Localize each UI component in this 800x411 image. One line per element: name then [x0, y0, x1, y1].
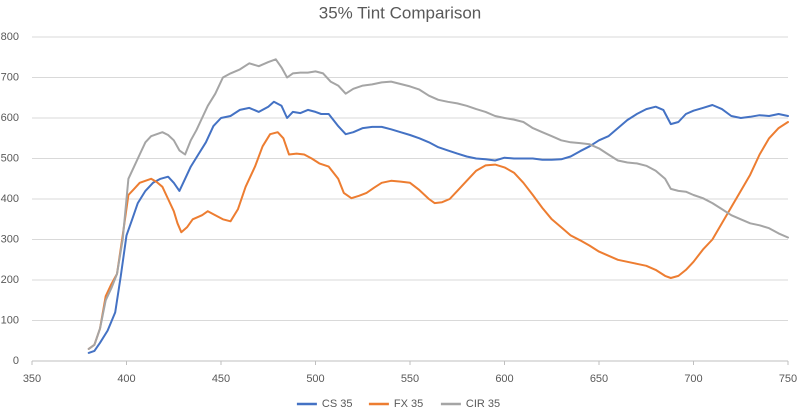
- x-tick-label: 550: [401, 373, 419, 385]
- legend-item-cs-35: CS 35: [296, 398, 353, 410]
- y-tick-label: 0: [13, 355, 19, 367]
- legend: CS 35 FX 35 CIR 35: [296, 398, 500, 410]
- y-tick-label: 400: [1, 193, 19, 205]
- legend-item-cir-35: CIR 35: [440, 398, 500, 410]
- y-tick-label: 300: [1, 233, 19, 245]
- x-tick-label: 750: [779, 373, 797, 385]
- legend-label: CIR 35: [466, 398, 500, 410]
- chart-title: 35% Tint Comparison: [319, 3, 482, 22]
- series-line-cir-35: [87, 58, 789, 350]
- y-tick-label: 700: [1, 71, 19, 83]
- x-tick-label: 700: [684, 373, 702, 385]
- y-tick-label: 100: [1, 314, 19, 326]
- x-tick-label: 600: [495, 373, 513, 385]
- x-tick-label: 400: [117, 373, 135, 385]
- series-line-cs-35: [87, 100, 789, 354]
- x-tick-label: 450: [212, 373, 230, 385]
- series-line-fx-35: [87, 121, 789, 350]
- x-tick-label: 350: [23, 373, 41, 385]
- gridlines: [32, 36, 788, 321]
- y-tick-label: 800: [1, 31, 19, 43]
- y-tick-label: 600: [1, 112, 19, 124]
- axes: 0 100 200 300 400 500 600 700 800 350 400 450 500 550…: [1, 31, 798, 385]
- y-tick-label: 500: [1, 152, 19, 164]
- legend-item-fx-35: FX 35: [368, 398, 423, 410]
- y-tick-label: 200: [1, 274, 19, 286]
- series-lines: [87, 58, 789, 354]
- x-tick-label: 500: [306, 373, 324, 385]
- legend-label: FX 35: [394, 398, 423, 410]
- x-tick-label: 650: [590, 373, 608, 385]
- legend-label: CS 35: [322, 398, 353, 410]
